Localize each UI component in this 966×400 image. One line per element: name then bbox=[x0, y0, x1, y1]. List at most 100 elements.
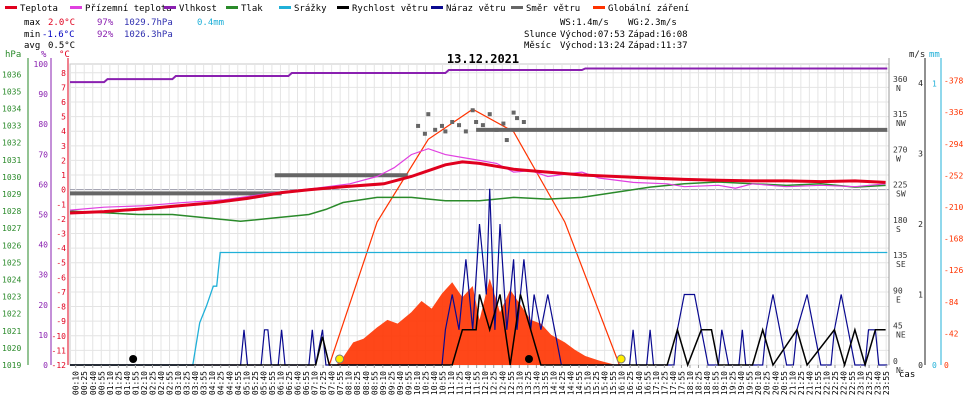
x-tick-label: 14:10 bbox=[549, 371, 558, 395]
x-tick-label: 08:40 bbox=[362, 371, 371, 395]
legend-label-8: Globální záření bbox=[608, 4, 689, 14]
series-wind-direction-point bbox=[480, 123, 485, 128]
legend-swatch-6 bbox=[431, 6, 443, 9]
tick-label-hpa: 1030 bbox=[2, 173, 21, 182]
x-tick-label: 02:10 bbox=[140, 371, 149, 395]
tick-label-dir-cardinal: NE bbox=[896, 331, 906, 340]
tick-label-c: -10 bbox=[52, 332, 67, 341]
tick-label-c: 3 bbox=[61, 142, 66, 151]
sun-moon-info: WS:1.4m/s WG:2.3m/s Slunce Východ:07:53 … bbox=[524, 18, 688, 51]
tick-label-hpa: 1020 bbox=[2, 344, 21, 353]
x-tick-label: 16:10 bbox=[618, 371, 627, 395]
tick-label-hpa: 1026 bbox=[2, 241, 21, 250]
stat-min-hum: 92% bbox=[97, 30, 114, 40]
tick-label-dir: 315 bbox=[893, 110, 908, 119]
tick-label-hpa: 1033 bbox=[2, 122, 21, 131]
x-tick-label: 18:25 bbox=[695, 371, 704, 395]
tick-label-hpa: 1022 bbox=[2, 310, 21, 319]
stat-max-label: max bbox=[24, 18, 41, 28]
tick-label-hpa: 1023 bbox=[2, 293, 21, 302]
x-tick-label: 08:25 bbox=[353, 371, 362, 395]
x-tick-label: 01:10 bbox=[106, 371, 115, 395]
stat-avg-temp: 0.5°C bbox=[48, 41, 75, 51]
x-tick-label: 02:55 bbox=[166, 371, 175, 395]
x-tick-label: 12:10 bbox=[481, 371, 490, 395]
x-tick-label: 19:55 bbox=[746, 371, 755, 395]
axis-unit-pct: % bbox=[41, 50, 47, 60]
x-tick-label: 12:25 bbox=[490, 371, 499, 395]
x-tick-label: 21:40 bbox=[805, 371, 814, 395]
x-tick-label: 20:55 bbox=[780, 371, 789, 395]
tick-label-rad: -378 bbox=[944, 77, 963, 86]
x-tick-label: 23:10 bbox=[857, 371, 866, 395]
tick-label-hpa: 1024 bbox=[2, 275, 21, 284]
tick-label-rad: -294 bbox=[944, 140, 963, 149]
x-tick-label: 21:55 bbox=[814, 371, 823, 395]
legend-label-1: Přízemní teplota bbox=[85, 4, 172, 14]
tick-label-hpa: 1035 bbox=[2, 87, 21, 96]
info-ws: WS:1.4m/s bbox=[560, 18, 609, 28]
axis-unit-hpa: hPa bbox=[5, 50, 21, 60]
x-tick-label: 10:10 bbox=[413, 371, 422, 395]
tick-label-mm: 0 bbox=[932, 361, 937, 370]
x-tick-label: 21:25 bbox=[797, 371, 806, 395]
legend-swatch-1 bbox=[70, 6, 82, 9]
tick-label-hpa: 1019 bbox=[2, 361, 21, 370]
series-wind-direction-point bbox=[433, 127, 438, 132]
tick-label-c: -1 bbox=[56, 200, 66, 209]
series-temperature bbox=[69, 160, 886, 215]
x-tick-label: 04:10 bbox=[208, 371, 217, 395]
axis-unit-time: čas bbox=[899, 369, 915, 380]
legend-label-0: Teplota bbox=[20, 4, 58, 14]
x-tick-label: 09:55 bbox=[404, 371, 413, 395]
x-tick-label: 18:10 bbox=[686, 371, 695, 395]
tick-label-c: -2 bbox=[56, 215, 66, 224]
x-tick-label: 05:40 bbox=[259, 371, 268, 395]
x-tick-label: 17:25 bbox=[660, 371, 669, 395]
stat-max-rain: 0.4mm bbox=[197, 18, 224, 28]
x-tick-label: 03:55 bbox=[200, 371, 209, 395]
x-tick-label: 01:55 bbox=[131, 371, 140, 395]
tick-label-pct: 80 bbox=[38, 120, 48, 129]
series-humidity bbox=[70, 67, 888, 84]
x-tick-label: 18:55 bbox=[712, 371, 721, 395]
x-tick-label: 09:25 bbox=[387, 371, 396, 395]
legend-swatch-4 bbox=[279, 6, 291, 9]
tick-label-dir: 270 bbox=[893, 145, 908, 154]
tick-label-c: -7 bbox=[56, 288, 66, 297]
tick-label-ms: 0 bbox=[918, 361, 923, 370]
series-wind-direction-point bbox=[443, 129, 448, 134]
x-tick-label: 17:55 bbox=[677, 371, 686, 395]
tick-label-hpa: 1036 bbox=[2, 70, 21, 79]
x-tick-label: 06:10 bbox=[276, 371, 285, 395]
tick-label-pct: 50 bbox=[38, 211, 48, 220]
tick-label-hpa: 1031 bbox=[2, 156, 21, 165]
tick-label-c: 2 bbox=[61, 156, 66, 165]
x-tick-label: 06:55 bbox=[302, 371, 311, 395]
x-tick-label: 03:40 bbox=[191, 371, 200, 395]
tick-label-dir-cardinal: W bbox=[896, 154, 901, 163]
x-tick-label: 11:40 bbox=[464, 371, 473, 395]
x-tick-label: 15:25 bbox=[592, 371, 601, 395]
x-tick-label: 22:55 bbox=[848, 371, 857, 395]
legend-label-4: Srážky bbox=[294, 4, 327, 14]
series-wind-direction-point bbox=[511, 110, 516, 115]
series-wind-direction-point bbox=[463, 129, 468, 134]
sun-marker bbox=[616, 354, 626, 364]
tick-label-c: -6 bbox=[56, 273, 66, 282]
tick-label-pct: 60 bbox=[38, 180, 48, 189]
axis-unit-c: °C bbox=[59, 50, 70, 60]
series-wind-direction-point bbox=[422, 131, 427, 136]
series-wind-speed bbox=[70, 294, 886, 368]
series-wind-direction-point bbox=[474, 120, 479, 125]
x-tick-label: 22:25 bbox=[831, 371, 840, 395]
series-wind-direction-point bbox=[439, 123, 444, 128]
tick-label-pct: 40 bbox=[38, 241, 48, 250]
x-tick-label: 11:55 bbox=[473, 371, 482, 395]
info-sunrise: Východ:07:53 bbox=[560, 30, 625, 40]
tick-label-dir-cardinal: S bbox=[896, 225, 901, 234]
x-tick-label: 05:55 bbox=[268, 371, 277, 395]
x-tick-label: 22:10 bbox=[822, 371, 831, 395]
tick-label-hpa: 1028 bbox=[2, 207, 21, 216]
legend-swatch-0 bbox=[5, 6, 17, 9]
